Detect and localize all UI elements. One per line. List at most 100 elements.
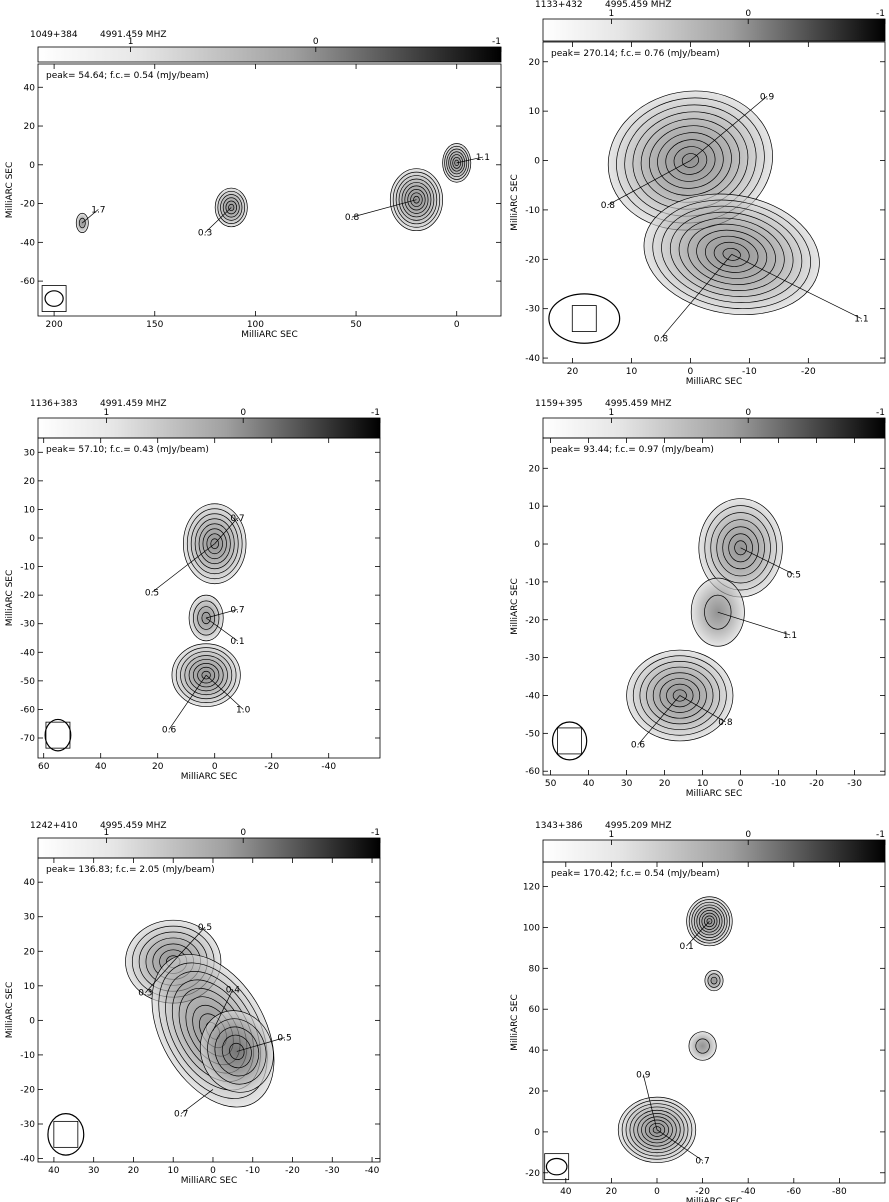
y-tick-label: -20 bbox=[525, 255, 540, 265]
contour-line bbox=[629, 1106, 685, 1154]
plot-frame bbox=[37, 437, 381, 759]
label-leader bbox=[740, 547, 794, 575]
contour-line bbox=[158, 962, 268, 1099]
x-tick-label: 20 bbox=[567, 367, 579, 377]
contour-line bbox=[659, 678, 701, 713]
y-tick-label: 10 bbox=[24, 505, 36, 515]
plot-frame bbox=[542, 861, 886, 1184]
peak-info: peak= 136.83; f.c.= 2.05 (mJy/beam) bbox=[46, 865, 215, 875]
contour-label: 0.8 bbox=[654, 334, 669, 344]
beam-box bbox=[544, 1153, 570, 1181]
beam-box bbox=[41, 285, 67, 312]
colorbar-tick-label: -1 bbox=[876, 408, 885, 418]
y-tick-label: -30 bbox=[20, 620, 35, 630]
y-tick-label: -40 bbox=[20, 648, 35, 658]
contour-line bbox=[228, 203, 235, 212]
contour-label: 1.0 bbox=[236, 705, 251, 715]
x-tick-label: 0 bbox=[738, 779, 744, 789]
contour-line bbox=[214, 1026, 260, 1077]
contour-line bbox=[192, 600, 220, 636]
contour-line bbox=[452, 156, 462, 169]
contour-line bbox=[413, 195, 420, 204]
contour-line bbox=[175, 647, 237, 703]
contour-line bbox=[637, 1113, 677, 1147]
contour-line bbox=[222, 197, 240, 218]
y-tick-label: 40 bbox=[24, 83, 36, 93]
y-tick-label: -20 bbox=[20, 1085, 35, 1095]
y-tick-label: -60 bbox=[20, 705, 35, 715]
contour-line bbox=[646, 666, 714, 725]
y-tick-label: 0 bbox=[534, 157, 540, 167]
colorbar-tick-label: 1 bbox=[104, 408, 110, 418]
contour-line bbox=[681, 153, 699, 168]
colorbar-tick-label: 0 bbox=[240, 828, 246, 838]
colorbar-tick-label: 1 bbox=[609, 9, 615, 19]
colorbar-tick-label: 0 bbox=[745, 408, 751, 418]
x-tick-label: 30 bbox=[88, 1166, 100, 1176]
beam-ellipse bbox=[548, 293, 621, 344]
frequency-label: 4995.209 MHZ bbox=[605, 821, 672, 831]
contour-line bbox=[710, 512, 771, 584]
colorbar-tick-label: -1 bbox=[371, 408, 380, 418]
emission-component bbox=[688, 1031, 717, 1061]
contour-line bbox=[666, 683, 694, 708]
source-name: 1242+410 bbox=[30, 821, 78, 831]
y-tick-label: -10 bbox=[20, 563, 35, 573]
colorbar-tick-label: -1 bbox=[492, 37, 501, 47]
contour-line bbox=[617, 1096, 697, 1163]
contour-label: 0.5 bbox=[145, 588, 159, 598]
contour-label: 0.5 bbox=[787, 570, 801, 580]
y-tick-label: -20 bbox=[20, 200, 35, 210]
contour-line bbox=[197, 666, 216, 684]
contour-line bbox=[151, 954, 275, 1108]
contour-label: 0.4 bbox=[226, 985, 241, 995]
contour-line bbox=[701, 912, 718, 930]
contour-label: 0.6 bbox=[631, 741, 646, 751]
y-tick-label: -60 bbox=[525, 767, 540, 777]
label-leader bbox=[206, 609, 238, 619]
contour-line bbox=[225, 200, 237, 215]
contour-line bbox=[186, 508, 243, 580]
label-leader bbox=[686, 921, 710, 947]
contour-line bbox=[704, 505, 777, 591]
emission-component bbox=[390, 168, 443, 231]
label-leader bbox=[607, 160, 691, 206]
contour-line bbox=[705, 235, 759, 273]
plot-frame bbox=[542, 437, 886, 776]
x-tick-label: -10 bbox=[245, 1166, 260, 1176]
contour-line bbox=[673, 146, 708, 175]
y-tick-label: 0 bbox=[534, 540, 540, 550]
beam-ellipse bbox=[545, 1157, 568, 1176]
x-tick-label: -20 bbox=[801, 367, 816, 377]
x-tick-label: 100 bbox=[247, 320, 264, 330]
contour-line bbox=[633, 1109, 681, 1150]
x-axis-label: MilliARC SEC bbox=[181, 1176, 238, 1186]
x-axis-label: MilliARC SEC bbox=[686, 789, 743, 799]
contour-line bbox=[728, 533, 753, 563]
beam-box bbox=[45, 721, 71, 749]
contour-line bbox=[704, 594, 732, 630]
y-tick-label: -40 bbox=[20, 1155, 35, 1165]
label-leader bbox=[731, 254, 862, 319]
contour-line bbox=[207, 1018, 267, 1085]
source-name: 1133+432 bbox=[535, 0, 583, 10]
y-tick-label: -20 bbox=[525, 616, 540, 626]
contour-line bbox=[202, 528, 227, 560]
colorbar-tick-label: 1 bbox=[104, 828, 110, 838]
contour-line bbox=[626, 649, 734, 742]
contour-line bbox=[392, 171, 441, 228]
contour-line bbox=[639, 661, 721, 730]
y-tick-label: 80 bbox=[529, 964, 541, 974]
contour-line bbox=[691, 901, 728, 941]
contour-line bbox=[194, 518, 235, 570]
label-leader bbox=[642, 1074, 658, 1130]
y-tick-label: -50 bbox=[20, 677, 35, 687]
contour-line bbox=[643, 193, 820, 316]
y-tick-label: -50 bbox=[525, 729, 540, 739]
contour-line bbox=[645, 1119, 669, 1141]
contour-line bbox=[171, 643, 241, 707]
label-leader bbox=[637, 695, 681, 745]
contour-label: 0.7 bbox=[695, 1157, 709, 1167]
